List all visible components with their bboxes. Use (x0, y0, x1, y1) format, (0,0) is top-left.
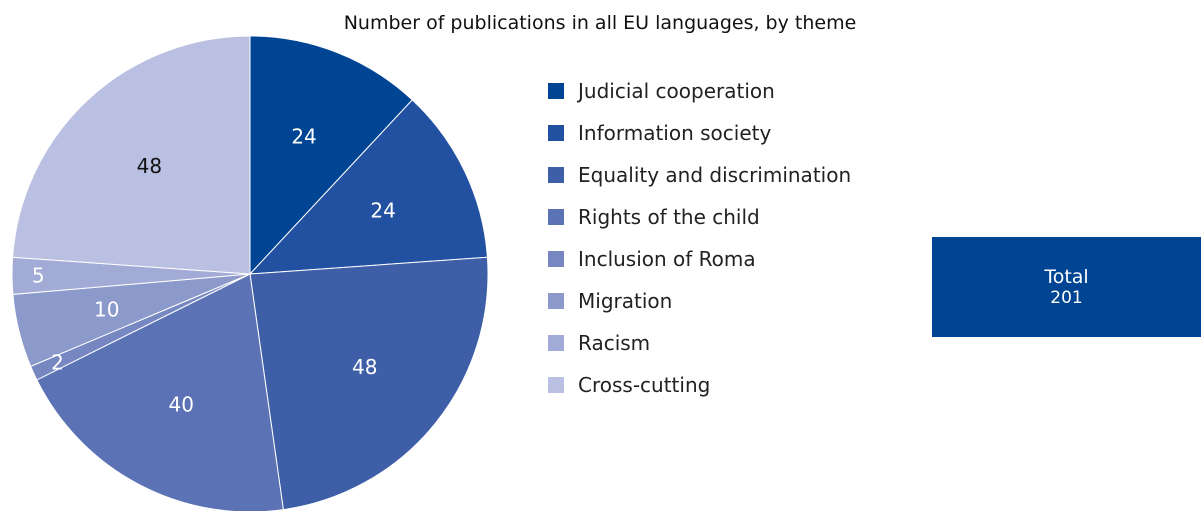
pie-slices (11, 35, 489, 511)
legend-swatch (548, 125, 564, 141)
pie-slice-rights-of-the-child (36, 273, 284, 511)
pie-value-label: 5 (32, 264, 45, 288)
legend-item: Information society (548, 112, 851, 154)
legend-label: Equality and discrimination (578, 163, 852, 187)
legend-item: Inclusion of Roma (548, 238, 851, 280)
legend-label: Inclusion of Roma (578, 247, 756, 271)
total-box: Total 201 (932, 237, 1201, 337)
chart-legend: Judicial cooperation Information society E… (548, 70, 851, 406)
pie-chart: 24 24 48 40 2 10 5 48 (11, 35, 489, 511)
legend-swatch (548, 335, 564, 351)
legend-swatch (548, 377, 564, 393)
total-value: 201 (1050, 288, 1083, 308)
pie-value-label: 24 (370, 198, 395, 222)
legend-swatch (548, 209, 564, 225)
legend-swatch (548, 83, 564, 99)
legend-label: Information society (578, 121, 772, 145)
legend-label: Migration (578, 289, 673, 313)
legend-label: Rights of the child (578, 205, 760, 229)
pie-value-label: 48 (137, 154, 162, 178)
legend-item: Cross-cutting (548, 364, 851, 406)
pie-slice-judicial-cooperation (249, 35, 413, 276)
legend-item: Judicial cooperation (548, 70, 851, 112)
pie-slice-equality-and-discrimination (249, 256, 489, 511)
chart-title: Number of publications in all EU languag… (343, 12, 857, 34)
legend-label: Cross-cutting (578, 373, 711, 397)
legend-item: Migration (548, 280, 851, 322)
pie-slice-cross-cutting (12, 35, 251, 275)
total-label: Total (1044, 266, 1089, 288)
pie-value-label: 48 (352, 355, 377, 379)
legend-label: Judicial cooperation (578, 79, 775, 103)
legend-item: Equality and discrimination (548, 154, 851, 196)
legend-swatch (548, 167, 564, 183)
pie-value-label: 40 (169, 393, 194, 417)
legend-label: Racism (578, 331, 651, 355)
pie-labels: 24 24 48 40 2 10 5 48 (32, 125, 396, 417)
legend-swatch (548, 293, 564, 309)
legend-swatch (548, 251, 564, 267)
legend-item: Racism (548, 322, 851, 364)
legend-item: Rights of the child (548, 196, 851, 238)
pie-value-label: 2 (51, 350, 64, 374)
pie-value-label: 10 (94, 297, 119, 321)
pie-slice-information-society (248, 99, 488, 275)
pie-value-label: 24 (291, 125, 316, 149)
